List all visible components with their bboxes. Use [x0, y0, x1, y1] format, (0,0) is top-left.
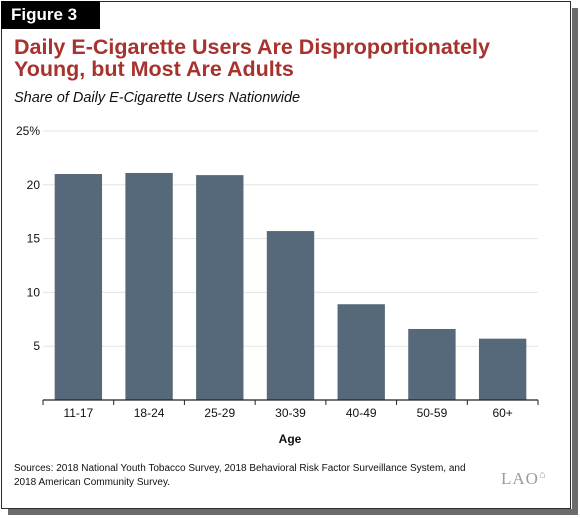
bar: [196, 175, 244, 400]
logo-text: LAO: [501, 469, 539, 488]
figure-label: Figure 3: [1, 1, 100, 29]
bar: [337, 304, 385, 400]
logo-dome-icon: ⌂: [538, 469, 547, 481]
bar: [408, 328, 456, 400]
x-tick-label: 60+: [492, 406, 512, 420]
x-axis-label: Age: [279, 432, 302, 446]
bar: [54, 174, 103, 400]
bars: [54, 172, 527, 400]
y-tick-label: 25%: [16, 124, 40, 138]
axes: 5 10 15 20 25% 11-17 18-24 25-29 30-39 40-49 50-59…: [16, 124, 539, 420]
bar: [125, 172, 173, 400]
y-tick-label: 20: [27, 178, 41, 192]
x-tick-label: 30-39: [275, 406, 306, 420]
chart-subtitle: Share of Daily E-Cigarette Users Nationw…: [14, 90, 301, 106]
x-tick-label: 18-24: [134, 406, 165, 420]
lao-logo: LAO⌂: [501, 469, 547, 489]
x-tick-label: 11-17: [63, 406, 93, 420]
bar: [266, 231, 315, 400]
x-tick-label: 40-49: [346, 406, 377, 420]
y-tick-label: 10: [27, 285, 41, 299]
chart-title: Daily E-Cigarette Users Are Disproportio…: [14, 35, 490, 81]
x-tick-label: 25-29: [204, 406, 235, 420]
frame-shadow-bottom: [8, 509, 578, 515]
bar: [478, 338, 527, 400]
y-tick-label: 5: [33, 339, 40, 353]
x-tick-label: 50-59: [417, 406, 448, 420]
sources-note: Sources: 2018 National Youth Tobacco Sur…: [14, 463, 466, 488]
frame-shadow-right: [572, 8, 578, 511]
y-tick-label: 15: [27, 232, 41, 246]
